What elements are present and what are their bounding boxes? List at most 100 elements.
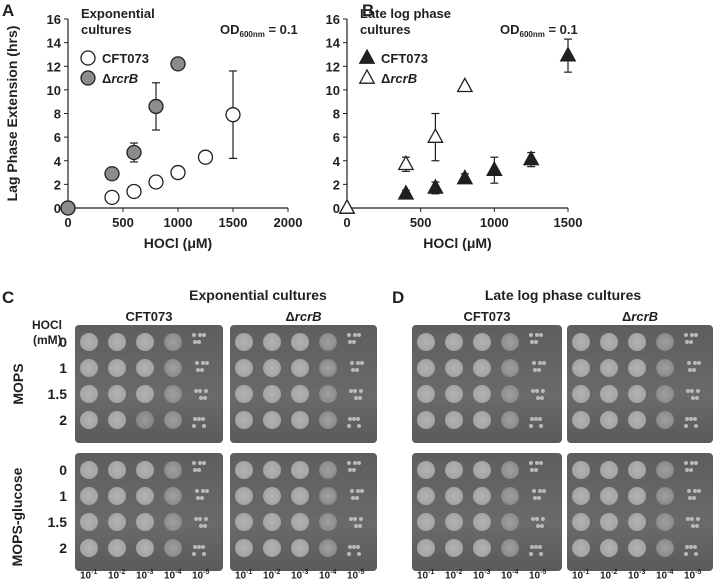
colony-spot [684,411,702,429]
agar-plate [567,325,713,443]
colony-spot [572,461,590,479]
section-title-late-log: Late log phase cultures [484,287,642,303]
chart-a-y-tick-label: 6 [54,130,61,145]
colony-dot [350,489,354,493]
colony-dot [204,389,208,393]
colony-dot [347,552,351,556]
colony-spot [684,333,702,351]
colony-dot [194,389,198,393]
agar-plate [75,325,223,443]
colony-spot [572,487,590,505]
colony-dot [539,333,543,337]
colony-dot [529,552,533,556]
chart-a-y-label: Lag Phase Extension (hrs) [4,26,20,202]
colony-dot [530,417,534,421]
colony-dot [697,489,701,493]
concentration-label: 0 [59,334,67,350]
colony-spot [108,487,126,505]
colony-spot [600,487,618,505]
colony-dot [355,368,359,372]
colony-spot [80,461,98,479]
colony-dot [356,545,360,549]
colony-spot [164,411,182,429]
colony-dot [347,333,351,337]
colony-dot [195,361,199,365]
colony-dot [356,361,360,365]
colony-spot [319,359,337,377]
colony-spot [263,539,281,557]
colony-dot [542,361,546,365]
colony-spot [529,461,547,479]
colony-spot [473,411,491,429]
chart-b-title-line1: Late log phase [360,6,451,21]
colony-dot [198,517,202,521]
colony-dot [541,389,545,393]
colony-dot [536,396,540,400]
colony-dot [348,340,352,344]
colony-dot [199,396,203,400]
colony-spot [291,461,309,479]
dilution-label: 10-5 [529,569,547,582]
colony-spot [684,359,702,377]
colony-spot [108,513,126,531]
colony-spot [136,333,154,351]
colony-dot [530,468,534,472]
colony-spot [417,487,435,505]
colony-spot [684,461,702,479]
colony-dot [540,396,544,400]
colony-spot [108,333,126,351]
colony-dot [692,496,696,500]
colony-dot [694,424,698,428]
colony-spot [600,333,618,351]
colony-dot [192,333,196,337]
chart-b-od-label: OD600nm = 0.1 [500,22,578,39]
colony-spot [628,359,646,377]
colony-spot [347,461,365,479]
colony-spot [445,461,463,479]
colony-spot [291,333,309,351]
colony-dot [685,340,689,344]
chart-a-title-line1: Exponential [81,6,155,21]
dilution-label: 10-3 [291,569,309,582]
colony-dot [198,389,202,393]
colony-spot [529,333,547,351]
colony-spot [347,539,365,557]
colony-spot [192,461,210,479]
colony-dot [537,496,541,500]
colony-dot [541,517,545,521]
chart-b-data-point [456,76,474,93]
colony-spot [417,461,435,479]
colony-spot [600,461,618,479]
chart-a-data-point [126,144,142,161]
colony-dot [695,396,699,400]
colony-spot [192,359,210,377]
chart-a-data-point [170,56,186,72]
colony-spot [656,461,674,479]
colony-dot [690,389,694,393]
colony-spot [80,539,98,557]
colony-dot [531,517,535,521]
colony-dot [689,545,693,549]
colony-dot [534,417,538,421]
colony-spot [263,411,281,429]
dilution-label: 10-5 [347,569,365,582]
chart-b-data-point [427,178,444,194]
colony-spot [501,411,519,429]
dilution-label: 10-3 [628,569,646,582]
chart-b-data-point [486,160,503,177]
colony-spot [656,539,674,557]
colony-spot [319,411,337,429]
colony-spot [445,333,463,351]
colony-dot [690,517,694,521]
colony-spot [108,539,126,557]
colony-dot [689,417,693,421]
colony-dot [357,424,361,428]
colony-spot [164,539,182,557]
concentration-label: 1 [59,488,67,504]
chart-a-data-point [104,166,120,182]
chart-a-data-point [197,149,214,165]
colony-spot [319,487,337,505]
colony-dot [534,340,538,344]
chart-b-y-tick-label: 8 [333,107,340,122]
dilution-label: 10-1 [417,569,435,582]
